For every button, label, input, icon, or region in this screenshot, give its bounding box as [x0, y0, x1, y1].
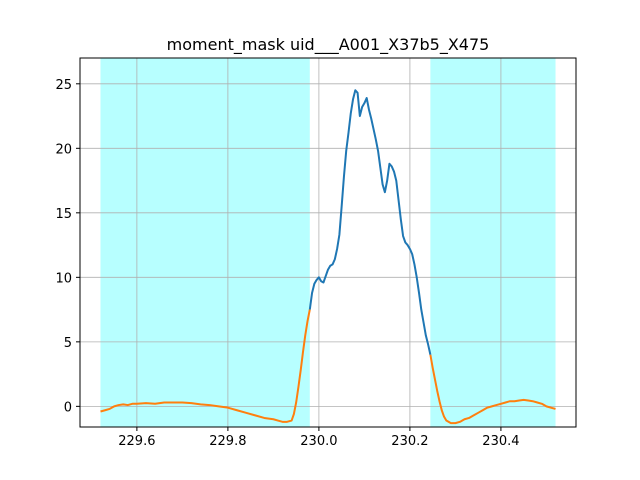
y-tick-label-4: 20	[55, 142, 72, 157]
shaded-region-0	[100, 58, 310, 427]
x-tick-label-4: 230.4	[482, 434, 519, 449]
series-line-1	[100, 309, 311, 423]
x-tick-label-1: 229.8	[209, 434, 246, 449]
chart-title: moment_mask uid___A001_X37b5_X475	[167, 35, 490, 55]
x-tick-label-2: 230.0	[300, 434, 337, 449]
y-tick-label-1: 5	[64, 336, 72, 351]
series-line-0	[308, 89, 432, 355]
x-tick-label-3: 230.2	[391, 434, 428, 449]
shaded-region-1	[430, 58, 556, 427]
x-tick-label-0: 229.6	[118, 434, 155, 449]
y-tick-label-5: 25	[55, 78, 72, 93]
plot-area: 229.6 229.8 230.0 230.2 230.4 0 5 10 15 20 25	[55, 57, 577, 449]
series-line-2	[429, 354, 556, 425]
y-tick-label-3: 15	[55, 207, 72, 222]
y-tick-label-2: 10	[55, 271, 72, 286]
axes-frame	[79, 57, 577, 428]
y-tick-label-0: 0	[64, 400, 72, 415]
